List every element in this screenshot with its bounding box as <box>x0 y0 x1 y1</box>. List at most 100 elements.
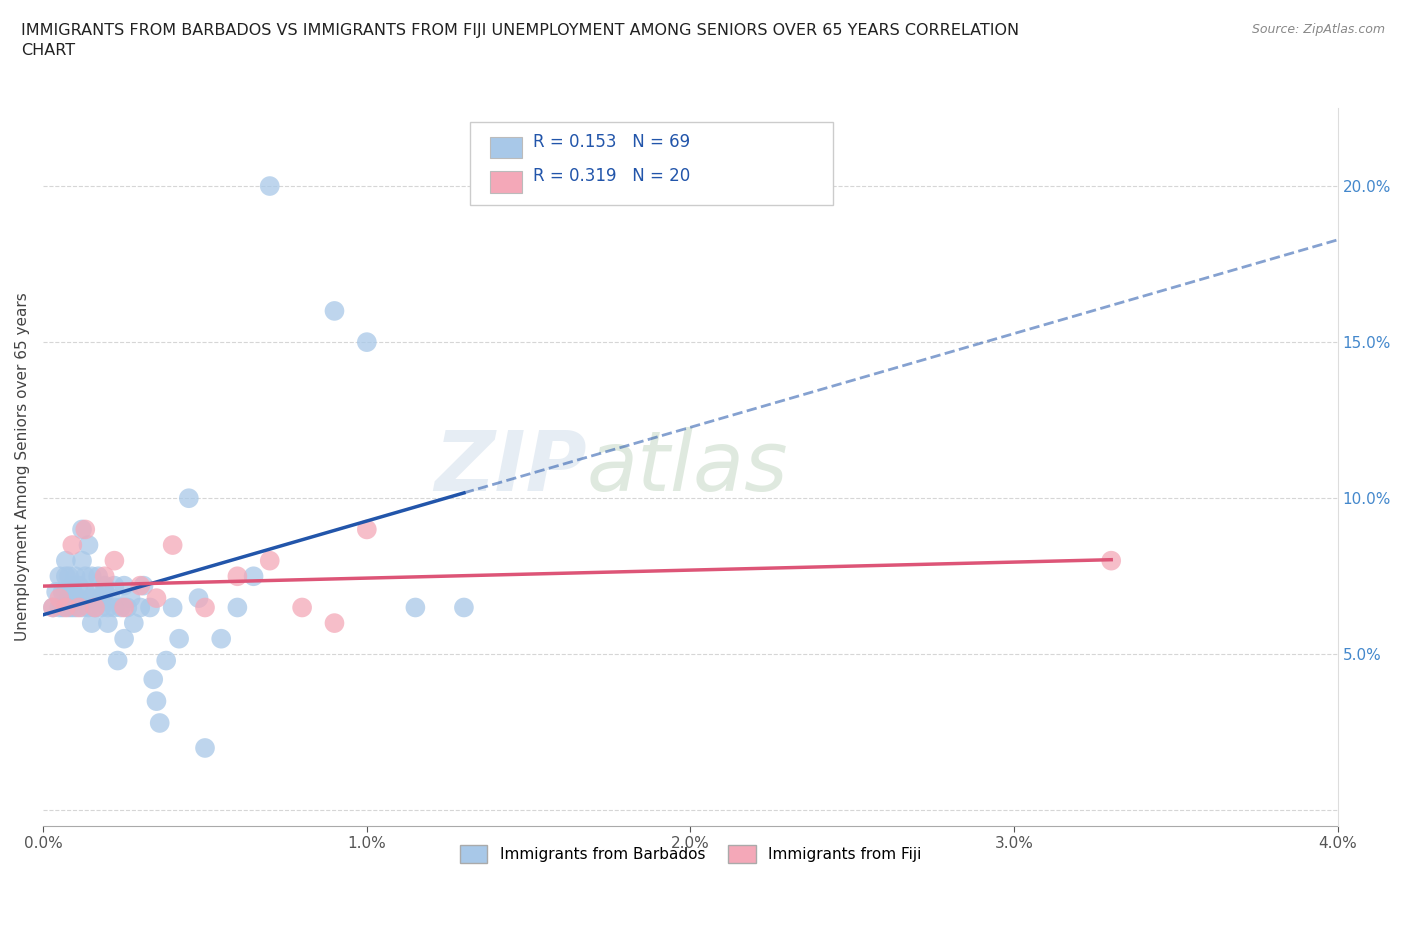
Point <box>323 616 346 631</box>
Point <box>60 578 83 593</box>
Point <box>77 600 100 615</box>
Point <box>259 553 281 568</box>
Point <box>84 600 107 615</box>
Point <box>52 584 75 599</box>
Text: R = 0.319   N = 20: R = 0.319 N = 20 <box>533 166 690 185</box>
Point <box>142 671 165 686</box>
Text: Source: ZipAtlas.com: Source: ZipAtlas.com <box>1251 23 1385 36</box>
Legend: Immigrants from Barbados, Immigrants from Fiji: Immigrants from Barbados, Immigrants fro… <box>454 839 927 869</box>
Point <box>129 600 152 615</box>
Point <box>70 522 93 537</box>
Point <box>110 600 132 615</box>
Point <box>77 538 100 552</box>
Point <box>75 522 97 537</box>
Point <box>209 631 232 646</box>
Point <box>259 179 281 193</box>
Point <box>93 584 115 599</box>
Point <box>107 653 129 668</box>
Text: R = 0.153   N = 69: R = 0.153 N = 69 <box>533 133 690 152</box>
Point <box>97 600 120 615</box>
Point <box>120 591 142 605</box>
Point <box>45 584 67 599</box>
Point <box>90 591 112 605</box>
Point <box>75 569 97 584</box>
Point <box>48 569 70 584</box>
Point <box>70 600 93 615</box>
Point <box>100 591 122 605</box>
Point <box>139 600 162 615</box>
Point <box>60 538 83 552</box>
Point <box>55 600 77 615</box>
Point <box>177 491 200 506</box>
Point <box>145 591 167 605</box>
Point <box>356 522 378 537</box>
Point <box>404 600 426 615</box>
Point <box>356 335 378 350</box>
Point <box>60 600 83 615</box>
Point <box>103 578 125 593</box>
Point <box>155 653 177 668</box>
Point <box>84 584 107 599</box>
Point <box>187 591 209 605</box>
Point <box>453 600 475 615</box>
Point <box>55 584 77 599</box>
Point <box>65 591 87 605</box>
Point <box>145 694 167 709</box>
Point <box>42 600 65 615</box>
Point <box>58 600 80 615</box>
Point <box>194 600 217 615</box>
Point <box>48 591 70 605</box>
Point <box>242 569 264 584</box>
Point <box>55 569 77 584</box>
Point <box>90 600 112 615</box>
Point <box>112 631 135 646</box>
Point <box>112 578 135 593</box>
Point <box>103 600 125 615</box>
Point <box>67 591 90 605</box>
Point <box>129 578 152 593</box>
FancyBboxPatch shape <box>489 137 522 158</box>
Point <box>65 569 87 584</box>
Point <box>122 616 145 631</box>
Point <box>55 553 77 568</box>
Point <box>67 600 90 615</box>
Point <box>132 578 155 593</box>
Text: ZIP: ZIP <box>434 427 586 508</box>
Point <box>112 600 135 615</box>
Point <box>52 600 75 615</box>
Point <box>80 591 103 605</box>
Point <box>226 600 249 615</box>
Point <box>226 569 249 584</box>
Point <box>162 538 184 552</box>
Point <box>103 553 125 568</box>
Point <box>80 569 103 584</box>
Point <box>48 600 70 615</box>
Point <box>194 740 217 755</box>
Point <box>1099 553 1122 568</box>
Point <box>87 569 110 584</box>
Point <box>58 591 80 605</box>
Text: IMMIGRANTS FROM BARBADOS VS IMMIGRANTS FROM FIJI UNEMPLOYMENT AMONG SENIORS OVER: IMMIGRANTS FROM BARBADOS VS IMMIGRANTS F… <box>21 23 1019 58</box>
Point <box>80 616 103 631</box>
Point <box>60 584 83 599</box>
FancyBboxPatch shape <box>489 171 522 193</box>
Point <box>67 578 90 593</box>
Point <box>75 584 97 599</box>
Point <box>42 600 65 615</box>
Point <box>149 715 172 730</box>
Point <box>58 569 80 584</box>
Text: atlas: atlas <box>586 427 789 508</box>
Point <box>97 616 120 631</box>
Point <box>167 631 190 646</box>
Point <box>323 303 346 318</box>
Point <box>70 553 93 568</box>
Point <box>84 600 107 615</box>
Point <box>162 600 184 615</box>
Point <box>93 578 115 593</box>
Point <box>117 600 139 615</box>
Point <box>291 600 314 615</box>
Y-axis label: Unemployment Among Seniors over 65 years: Unemployment Among Seniors over 65 years <box>15 293 30 642</box>
Point <box>65 600 87 615</box>
FancyBboxPatch shape <box>471 123 832 205</box>
Point <box>93 569 115 584</box>
